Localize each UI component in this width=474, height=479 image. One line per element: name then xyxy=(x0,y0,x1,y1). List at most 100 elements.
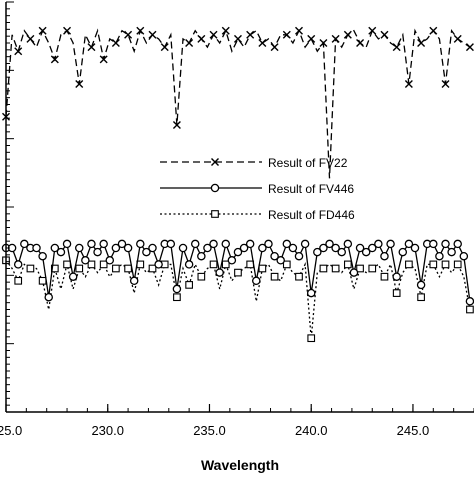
data-point xyxy=(38,251,47,261)
data-point xyxy=(282,30,291,39)
data-point xyxy=(417,39,426,47)
data-point xyxy=(307,334,316,343)
marker-stroke xyxy=(417,39,426,47)
data-point xyxy=(325,239,334,249)
marker-stroke xyxy=(246,30,255,39)
data-point xyxy=(233,247,243,257)
data-point xyxy=(380,272,389,281)
data-point xyxy=(270,251,279,261)
data-point xyxy=(14,47,23,56)
data-point xyxy=(148,30,157,39)
marker-stroke xyxy=(221,26,230,35)
marker-stroke xyxy=(465,43,474,52)
x-tick-label: 225.0 xyxy=(0,423,22,438)
data-point xyxy=(75,264,84,273)
data-point xyxy=(398,247,408,257)
marker-stroke xyxy=(343,30,352,39)
data-point xyxy=(148,264,157,273)
axes-layer: 225.0 230.0 235.0 240.0 245.0 xyxy=(0,1,474,438)
data-point xyxy=(221,260,230,269)
data-point xyxy=(356,39,365,47)
data-point xyxy=(75,80,84,88)
data-point xyxy=(246,260,255,269)
marker-stroke xyxy=(307,34,316,43)
data-point xyxy=(294,251,304,261)
data-point xyxy=(14,276,23,285)
data-point xyxy=(38,26,47,35)
data-point xyxy=(233,34,242,43)
data-point xyxy=(160,43,169,52)
data-point xyxy=(50,264,59,273)
series-line xyxy=(5,28,471,179)
marker-stroke xyxy=(331,34,340,43)
data-point xyxy=(81,256,90,265)
data-point xyxy=(288,243,298,253)
data-point xyxy=(56,247,66,257)
data-point xyxy=(87,239,96,249)
data-point xyxy=(50,243,60,253)
x-tick-label: 245.0 xyxy=(397,423,430,438)
data-point xyxy=(38,276,47,285)
data-point xyxy=(245,239,255,249)
legend-entry: Result of FV22 xyxy=(160,156,348,170)
data-point xyxy=(306,288,316,298)
data-point xyxy=(258,264,267,273)
data-point xyxy=(392,272,401,281)
data-point xyxy=(459,251,469,261)
data-point xyxy=(368,264,377,273)
data-point xyxy=(68,272,78,281)
data-point xyxy=(465,43,474,52)
data-point xyxy=(62,239,72,249)
data-point xyxy=(154,260,163,269)
data-point xyxy=(429,26,438,35)
data-point xyxy=(465,297,474,306)
x-tick-label: 240.0 xyxy=(295,423,328,438)
marker-stroke xyxy=(136,26,145,35)
x-tick-label: 230.0 xyxy=(91,423,124,438)
data-point xyxy=(99,55,108,64)
marker-stroke xyxy=(197,34,206,43)
marker-stroke xyxy=(282,30,291,39)
marker-stroke xyxy=(99,55,108,64)
data-point xyxy=(300,239,310,249)
marker-stroke xyxy=(441,80,450,88)
marker-stroke xyxy=(319,39,328,47)
marker-stroke xyxy=(124,30,133,39)
data-point xyxy=(20,239,29,249)
series-result-of-fv22 xyxy=(2,26,474,179)
x-tick-label: 235.0 xyxy=(193,423,226,438)
marker-stroke xyxy=(63,26,72,35)
data-point xyxy=(270,272,279,281)
data-point xyxy=(313,247,322,257)
data-point xyxy=(111,39,120,47)
data-point xyxy=(331,264,340,273)
data-point xyxy=(356,264,364,273)
data-point xyxy=(221,239,231,249)
data-point xyxy=(111,243,121,253)
x-axis-title: Wavelength xyxy=(201,457,279,473)
data-point xyxy=(99,260,108,269)
legend-label: Result of FV446 xyxy=(268,182,354,196)
data-point xyxy=(190,239,200,249)
data-point xyxy=(209,260,218,269)
marker-stroke xyxy=(233,34,242,43)
marker-stroke xyxy=(185,39,194,47)
data-point xyxy=(148,243,157,253)
data-point xyxy=(166,239,176,249)
data-point xyxy=(75,243,84,253)
data-point xyxy=(172,284,182,294)
data-point xyxy=(117,239,127,249)
marker-stroke xyxy=(75,80,84,88)
data-point xyxy=(343,260,352,269)
marker-stroke xyxy=(211,158,219,166)
legend-label: Result of FD446 xyxy=(268,208,355,222)
marker-stroke xyxy=(392,43,401,52)
data-point xyxy=(209,239,218,249)
data-point xyxy=(276,256,285,265)
marker-stroke xyxy=(148,30,157,39)
data-point xyxy=(203,243,212,253)
data-point xyxy=(404,239,414,249)
marker-stroke xyxy=(404,80,413,88)
data-point xyxy=(410,243,420,253)
